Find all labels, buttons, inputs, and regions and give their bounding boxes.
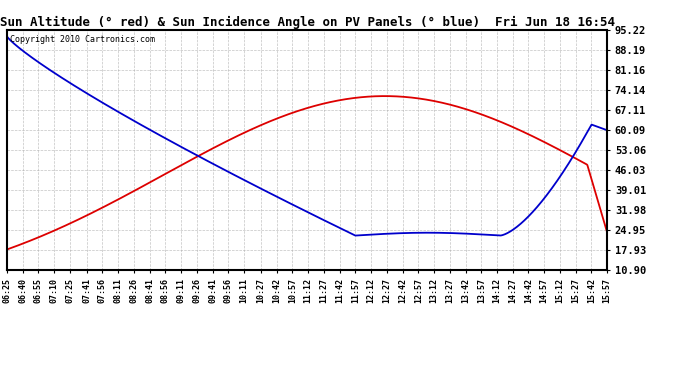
Title: Sun Altitude (° red) & Sun Incidence Angle on PV Panels (° blue)  Fri Jun 18 16:: Sun Altitude (° red) & Sun Incidence Ang… [0, 16, 615, 29]
Text: Copyright 2010 Cartronics.com: Copyright 2010 Cartronics.com [10, 35, 155, 44]
